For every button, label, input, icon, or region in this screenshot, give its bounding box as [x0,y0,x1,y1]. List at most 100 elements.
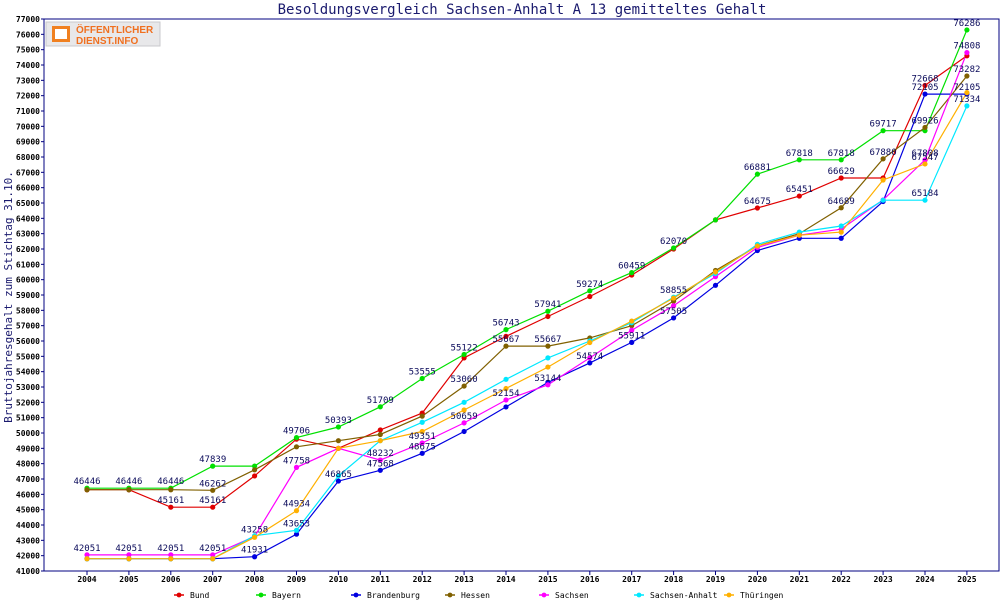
svg-text:DIENST.INFO: DIENST.INFO [76,36,138,47]
y-tick-label: 67000 [16,168,40,177]
data-point [712,282,719,288]
y-tick-label: 76000 [16,30,40,39]
y-tick-label: 55000 [16,352,40,361]
data-point [545,308,551,314]
data-label: 50393 [325,416,352,426]
legend-swatch-marker [726,592,732,598]
data-point [503,333,509,339]
legend-label: Brandenburg [367,591,420,600]
data-label: 64689 [828,197,855,207]
x-tick-label: 2016 [580,575,599,584]
y-tick-label: 57000 [16,322,40,331]
y-tick-label: 62000 [16,245,40,254]
data-point [754,205,761,211]
data-point [545,343,551,349]
data-label: 55911 [618,331,645,341]
data-point [964,90,970,96]
data-point [84,556,90,562]
chart-title: Besoldungsvergleich Sachsen-Anhalt A 13 … [278,2,767,18]
data-label: 47568 [367,459,394,469]
data-label: 56743 [492,319,519,329]
data-point [503,397,509,403]
data-point [922,91,928,97]
data-point [503,376,509,382]
data-label: 49351 [409,432,436,442]
data-point [419,419,425,425]
data-point [210,556,216,562]
data-point [293,531,300,537]
y-tick-label: 52000 [16,398,40,407]
data-label: 64675 [744,197,771,207]
data-point [210,463,216,469]
data-label: 43653 [283,519,310,529]
data-label: 72668 [911,74,938,84]
data-label: 48232 [367,449,394,459]
data-label: 42051 [157,544,184,554]
x-tick-label: 2014 [496,575,515,584]
data-label: 46446 [115,477,142,487]
data-point [880,156,886,162]
data-label: 47758 [283,456,310,466]
data-point [84,552,90,558]
data-point [377,427,383,433]
data-point [377,457,383,463]
y-axis: 41000 42000 43000 44000 45000 46000 47000 48000… [16,15,44,576]
series-line-bayern [87,29,968,489]
data-label: 47839 [199,455,226,465]
data-label: 67547 [911,153,938,163]
data-point [84,487,90,493]
data-point [587,339,593,346]
data-point [419,413,425,419]
x-tick-label: 2021 [790,575,809,584]
data-point [252,554,258,560]
data-point [964,73,970,79]
data-label: 57941 [534,300,561,310]
series-line-sachsen [87,52,968,556]
legend-label: Thüringen [740,591,784,600]
series-markers [84,27,970,562]
data-point [210,552,216,558]
data-point [293,444,300,450]
data-point [545,355,551,361]
y-tick-label: 42000 [16,552,40,561]
y-tick-label: 75000 [16,46,40,55]
data-label: 55667 [492,335,519,345]
x-tick-label: 2011 [371,575,390,584]
data-label: 42051 [115,544,142,554]
data-point [335,473,341,479]
y-tick-label: 43000 [16,536,40,545]
data-point [545,382,551,388]
data-point [461,428,467,435]
data-point [754,171,761,177]
data-point [377,431,383,438]
data-point [168,487,174,493]
data-point [168,552,174,558]
data-point [922,161,928,167]
data-point [293,464,300,470]
data-point [252,467,258,473]
legend-swatch-marker [353,592,359,598]
data-point [671,303,677,309]
data-label: 65451 [786,185,813,195]
data-label: 42051 [199,544,226,554]
data-label: 53144 [534,374,561,384]
data-point [419,375,425,382]
data-label: 54574 [576,352,603,362]
data-point [671,295,677,301]
data-point [293,508,300,514]
data-point [545,364,551,370]
data-point [964,103,970,109]
data-point [377,467,383,473]
data-point [293,527,300,533]
y-tick-label: 53000 [16,383,40,392]
x-tick-label: 2025 [957,575,976,584]
data-label: 49706 [283,427,310,437]
y-tick-label: 47000 [16,475,40,484]
y-tick-label: 77000 [16,15,40,24]
data-label: 44934 [283,500,310,510]
y-tick-label: 56000 [16,337,40,346]
y-tick-label: 60000 [16,276,40,285]
data-point [796,232,802,238]
series-line-sachsen-anhalt [87,105,968,560]
